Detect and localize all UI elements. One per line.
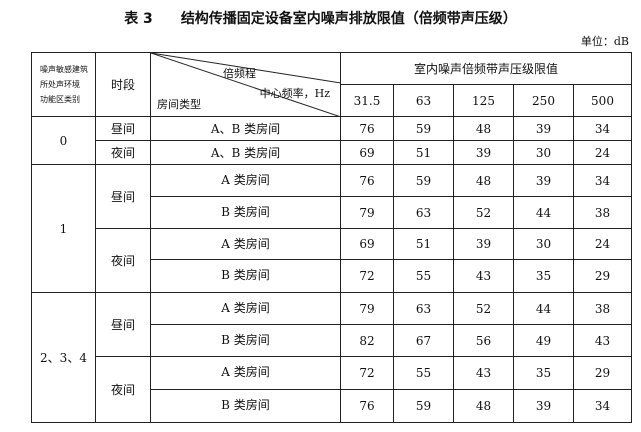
value-cell: 39 [513, 389, 574, 423]
value-cell: 69 [340, 228, 394, 260]
table-row: 2、3、4 昼间 A 类房间 79 63 52 44 38 [31, 292, 632, 423]
value-cell: 24 [573, 140, 632, 165]
table-title: 表 3 结构传播固定设备室内噪声排放限值（倍频带声压级） [0, 8, 641, 28]
value-cell: 48 [453, 116, 514, 141]
room-type-cell: B 类房间 [150, 389, 341, 423]
room-type-cell: A 类房间 [150, 228, 341, 260]
header-diagonal: 倍频程 中心频率，Hz 房间类型 [150, 52, 341, 117]
header-center-freq: 中心频率，Hz [259, 87, 330, 100]
value-cell: 76 [340, 116, 394, 141]
value-cell: 51 [393, 228, 454, 260]
table-row: B 类房间 79 63 52 44 38 [32, 196, 632, 229]
value-cell: 44 [513, 196, 574, 229]
period-cell: 昼间 [95, 116, 151, 141]
value-cell: 55 [393, 259, 454, 293]
value-cell: 38 [573, 292, 632, 325]
value-cell: 39 [453, 228, 514, 260]
period-cell: 夜间 [95, 140, 151, 165]
value-cell: 76 [340, 389, 394, 423]
table-row: 夜间 A 类房间 72 55 43 35 29 [32, 356, 632, 423]
value-cell: 29 [573, 356, 632, 390]
room-type-cell: A 类房间 [150, 292, 341, 325]
header-period: 时段 [95, 52, 151, 117]
table-row: B 类房间 76 59 48 39 34 [32, 389, 632, 423]
value-cell: 49 [513, 324, 574, 357]
room-type-cell: A、B 类房间 [150, 140, 341, 165]
value-cell: 79 [340, 292, 394, 325]
value-cell: 56 [453, 324, 514, 357]
room-type-cell: A 类房间 [150, 164, 341, 197]
value-cell: 30 [513, 228, 574, 260]
header-freq: 63 [393, 84, 454, 117]
value-cell: 59 [393, 164, 454, 197]
value-cell: 67 [393, 324, 454, 357]
header-freq: 250 [513, 84, 574, 117]
value-cell: 59 [393, 116, 454, 141]
value-cell: 39 [513, 116, 574, 141]
value-cell: 51 [393, 140, 454, 165]
value-cell: 72 [340, 259, 394, 293]
room-type-cell: B 类房间 [150, 196, 341, 229]
header-freq: 125 [453, 84, 514, 117]
value-cell: 39 [513, 164, 574, 197]
unit-label: 单位：dB [580, 35, 629, 48]
period-cell: 昼间 [95, 164, 151, 229]
value-cell: 39 [453, 140, 514, 165]
category-cell: 1 [31, 164, 96, 293]
value-cell: 55 [393, 356, 454, 390]
period-cell: 夜间 [95, 228, 151, 293]
value-cell: 34 [573, 116, 632, 141]
header-category: 噪声敏感建筑 所处声环境 功能区类别 [31, 52, 96, 117]
header-freq: 31.5 [340, 84, 394, 117]
value-cell: 48 [453, 389, 514, 423]
period-cell: 夜间 [95, 356, 151, 423]
value-cell: 76 [340, 164, 394, 197]
header-group: 室内噪声倍频带声压级限值 [340, 52, 632, 85]
category-cell: 2、3、4 [31, 292, 96, 423]
value-cell: 63 [393, 292, 454, 325]
value-cell: 63 [393, 196, 454, 229]
value-cell: 30 [513, 140, 574, 165]
table-number: 表 3 [124, 11, 153, 27]
value-cell: 43 [453, 356, 514, 390]
value-cell: 38 [573, 196, 632, 229]
value-cell: 29 [573, 259, 632, 293]
value-cell: 43 [573, 324, 632, 357]
header-room-type: 房间类型 [157, 98, 201, 111]
table-row: B 类房间 82 67 56 49 43 [32, 324, 632, 357]
value-cell: 35 [513, 356, 574, 390]
room-type-cell: B 类房间 [150, 259, 341, 293]
room-type-cell: B 类房间 [150, 324, 341, 357]
value-cell: 52 [453, 196, 514, 229]
noise-limit-table: 噪声敏感建筑 所处声环境 功能区类别 时段 倍频程 中心频率，Hz 房间类型 室内噪… [31, 52, 632, 423]
table-row: 夜间 A、B 类房间 69 51 39 30 24 [32, 140, 632, 165]
category-cell: 0 [31, 116, 96, 165]
value-cell: 48 [453, 164, 514, 197]
value-cell: 35 [513, 259, 574, 293]
header-freq: 500 [573, 84, 632, 117]
value-cell: 72 [340, 356, 394, 390]
room-type-cell: A、B 类房间 [150, 116, 341, 141]
table-row: 1 昼间 A 类房间 76 59 48 39 34 [31, 164, 632, 293]
value-cell: 34 [573, 164, 632, 197]
value-cell: 69 [340, 140, 394, 165]
value-cell: 59 [393, 389, 454, 423]
table-row: 0 昼间 A、B 类房间 76 59 48 39 34 [31, 116, 632, 165]
value-cell: 43 [453, 259, 514, 293]
period-cell: 昼间 [95, 292, 151, 357]
table-row: 夜间 A 类房间 69 51 39 30 24 [32, 228, 632, 293]
value-cell: 79 [340, 196, 394, 229]
value-cell: 34 [573, 389, 632, 423]
table-caption: 结构传播固定设备室内噪声排放限值（倍频带声压级） [180, 11, 517, 27]
value-cell: 44 [513, 292, 574, 325]
header-octave: 倍频程 [223, 67, 256, 80]
value-cell: 52 [453, 292, 514, 325]
value-cell: 24 [573, 228, 632, 260]
room-type-cell: A 类房间 [150, 356, 341, 390]
value-cell: 82 [340, 324, 394, 357]
